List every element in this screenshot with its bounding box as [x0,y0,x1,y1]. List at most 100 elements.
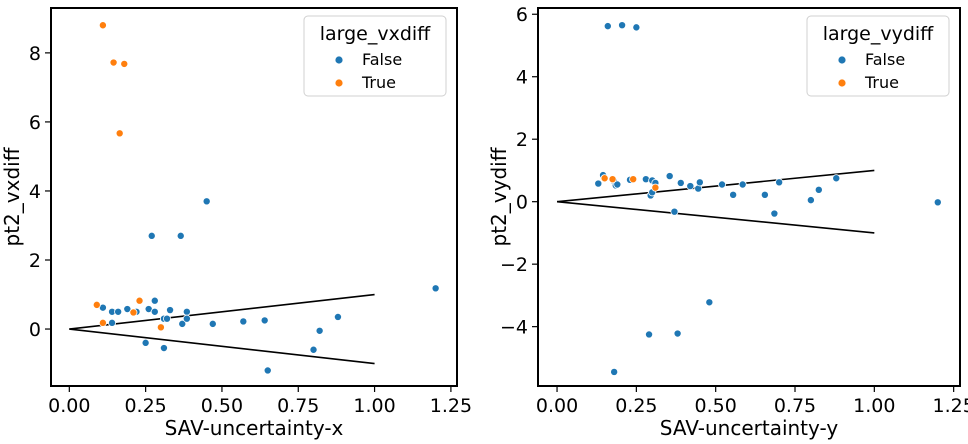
data-point-false [729,190,738,199]
data-point-false [613,180,622,189]
reference-line-1 [69,293,375,330]
x-tick-label: 0.00 [48,395,90,417]
data-point-false [610,367,619,376]
data-point-false [676,178,685,187]
chart-panel-1: 0.00 0.25 0.50 0.75 1.00 1.25 0 2 4 6 8 SAV-uncerta… [0,7,472,440]
data-point-true [115,129,124,138]
data-point-false [594,179,603,188]
y-tick-label: 6 [516,4,528,26]
data-point-false [806,196,815,205]
y-tick-label: 4 [29,181,41,203]
y-tick-label: 2 [29,250,41,272]
data-point-false [166,306,175,315]
data-point-false [208,319,217,328]
legend-title: large_vydiff [823,23,934,45]
legend-label-true: True [864,73,899,92]
data-point-false [182,314,191,323]
legend-box [806,15,950,97]
data-point-false [645,330,654,339]
legend-title: large_vxdiff [320,23,431,45]
data-point-false [178,319,187,328]
x-tick-label: 0.25 [124,395,166,417]
legend-marker-false [837,55,847,65]
x-tick-label: 0.50 [201,395,243,417]
x-tick-label: 0.50 [695,395,737,417]
data-point-true [120,59,129,68]
data-point-true [98,318,107,327]
data-point-true [156,323,165,332]
data-point-true [98,21,107,30]
series-true [600,174,660,192]
plot-frame [537,7,961,387]
x-tick-label: 0.75 [277,395,319,417]
y-tick-label: −4 [500,317,528,339]
data-point-true [129,308,138,317]
data-point-false [686,182,695,191]
x-tick-label: 1.25 [932,395,968,417]
data-point-false [150,307,159,316]
data-point-false [618,21,627,30]
legend-box [303,15,447,97]
y-tick-label: 6 [29,112,41,134]
data-point-true [608,175,617,184]
data-point-true [92,300,101,309]
data-point-false [159,344,168,353]
series-false [92,197,440,375]
data-point-false [202,197,211,206]
legend-label-true: True [361,73,396,92]
x-tick-label: 0.25 [615,395,657,417]
data-point-false [718,180,727,189]
y-axis-label: pt2_vxdiff [0,146,24,246]
data-point-false [108,318,117,327]
data-point-false [632,23,641,32]
x-axis-label: SAV-uncertainty-x [165,416,344,440]
data-point-true [135,296,144,305]
legend: large_vydiff False True [806,15,950,97]
chart-panel-2: 0.00 0.25 0.50 0.75 1.00 1.25 −4 −2 0 2 4 6 SAV-unce… [487,4,968,440]
series-false [594,21,942,376]
data-point-false [775,178,784,187]
reference-line-2 [69,328,375,365]
data-point-false [263,366,272,375]
legend-marker-true [334,78,344,88]
data-point-false [114,307,123,316]
data-point-true [629,175,638,184]
legend: large_vxdiff False True [303,15,447,97]
reference-line-1 [556,169,875,203]
x-tick-label: 1.00 [853,395,895,417]
data-point-false [239,317,248,326]
data-point-false [670,207,679,216]
data-point-false [309,345,318,354]
data-point-false [933,198,942,207]
data-point-false [673,329,682,338]
legend-label-false: False [865,50,905,69]
reference-line-2 [556,200,875,234]
y-tick-label: 2 [516,129,528,151]
data-point-false [150,296,159,305]
plot-frame [50,7,458,387]
y-tick-label: −2 [500,254,528,276]
data-point-false [814,185,823,194]
data-point-true [600,174,609,183]
data-point-false [738,180,747,189]
data-point-false [770,209,779,218]
data-point-false [760,190,769,199]
data-point-false [603,22,612,31]
series-true [92,21,165,332]
data-point-false [315,326,324,335]
legend-marker-true [837,78,847,88]
x-tick-label: 0.75 [774,395,816,417]
x-axis-label: SAV-uncertainty-y [660,416,839,440]
y-tick-label: 8 [29,43,41,65]
data-point-false [176,231,185,240]
x-tick-label: 0.00 [536,395,578,417]
data-point-false [182,307,191,316]
data-point-true [651,183,660,192]
data-point-false [431,284,440,293]
data-point-false [260,316,269,325]
data-point-false [641,175,650,184]
y-tick-label: 0 [29,319,41,341]
x-tick-label: 1.25 [430,395,472,417]
data-point-false [832,174,841,183]
